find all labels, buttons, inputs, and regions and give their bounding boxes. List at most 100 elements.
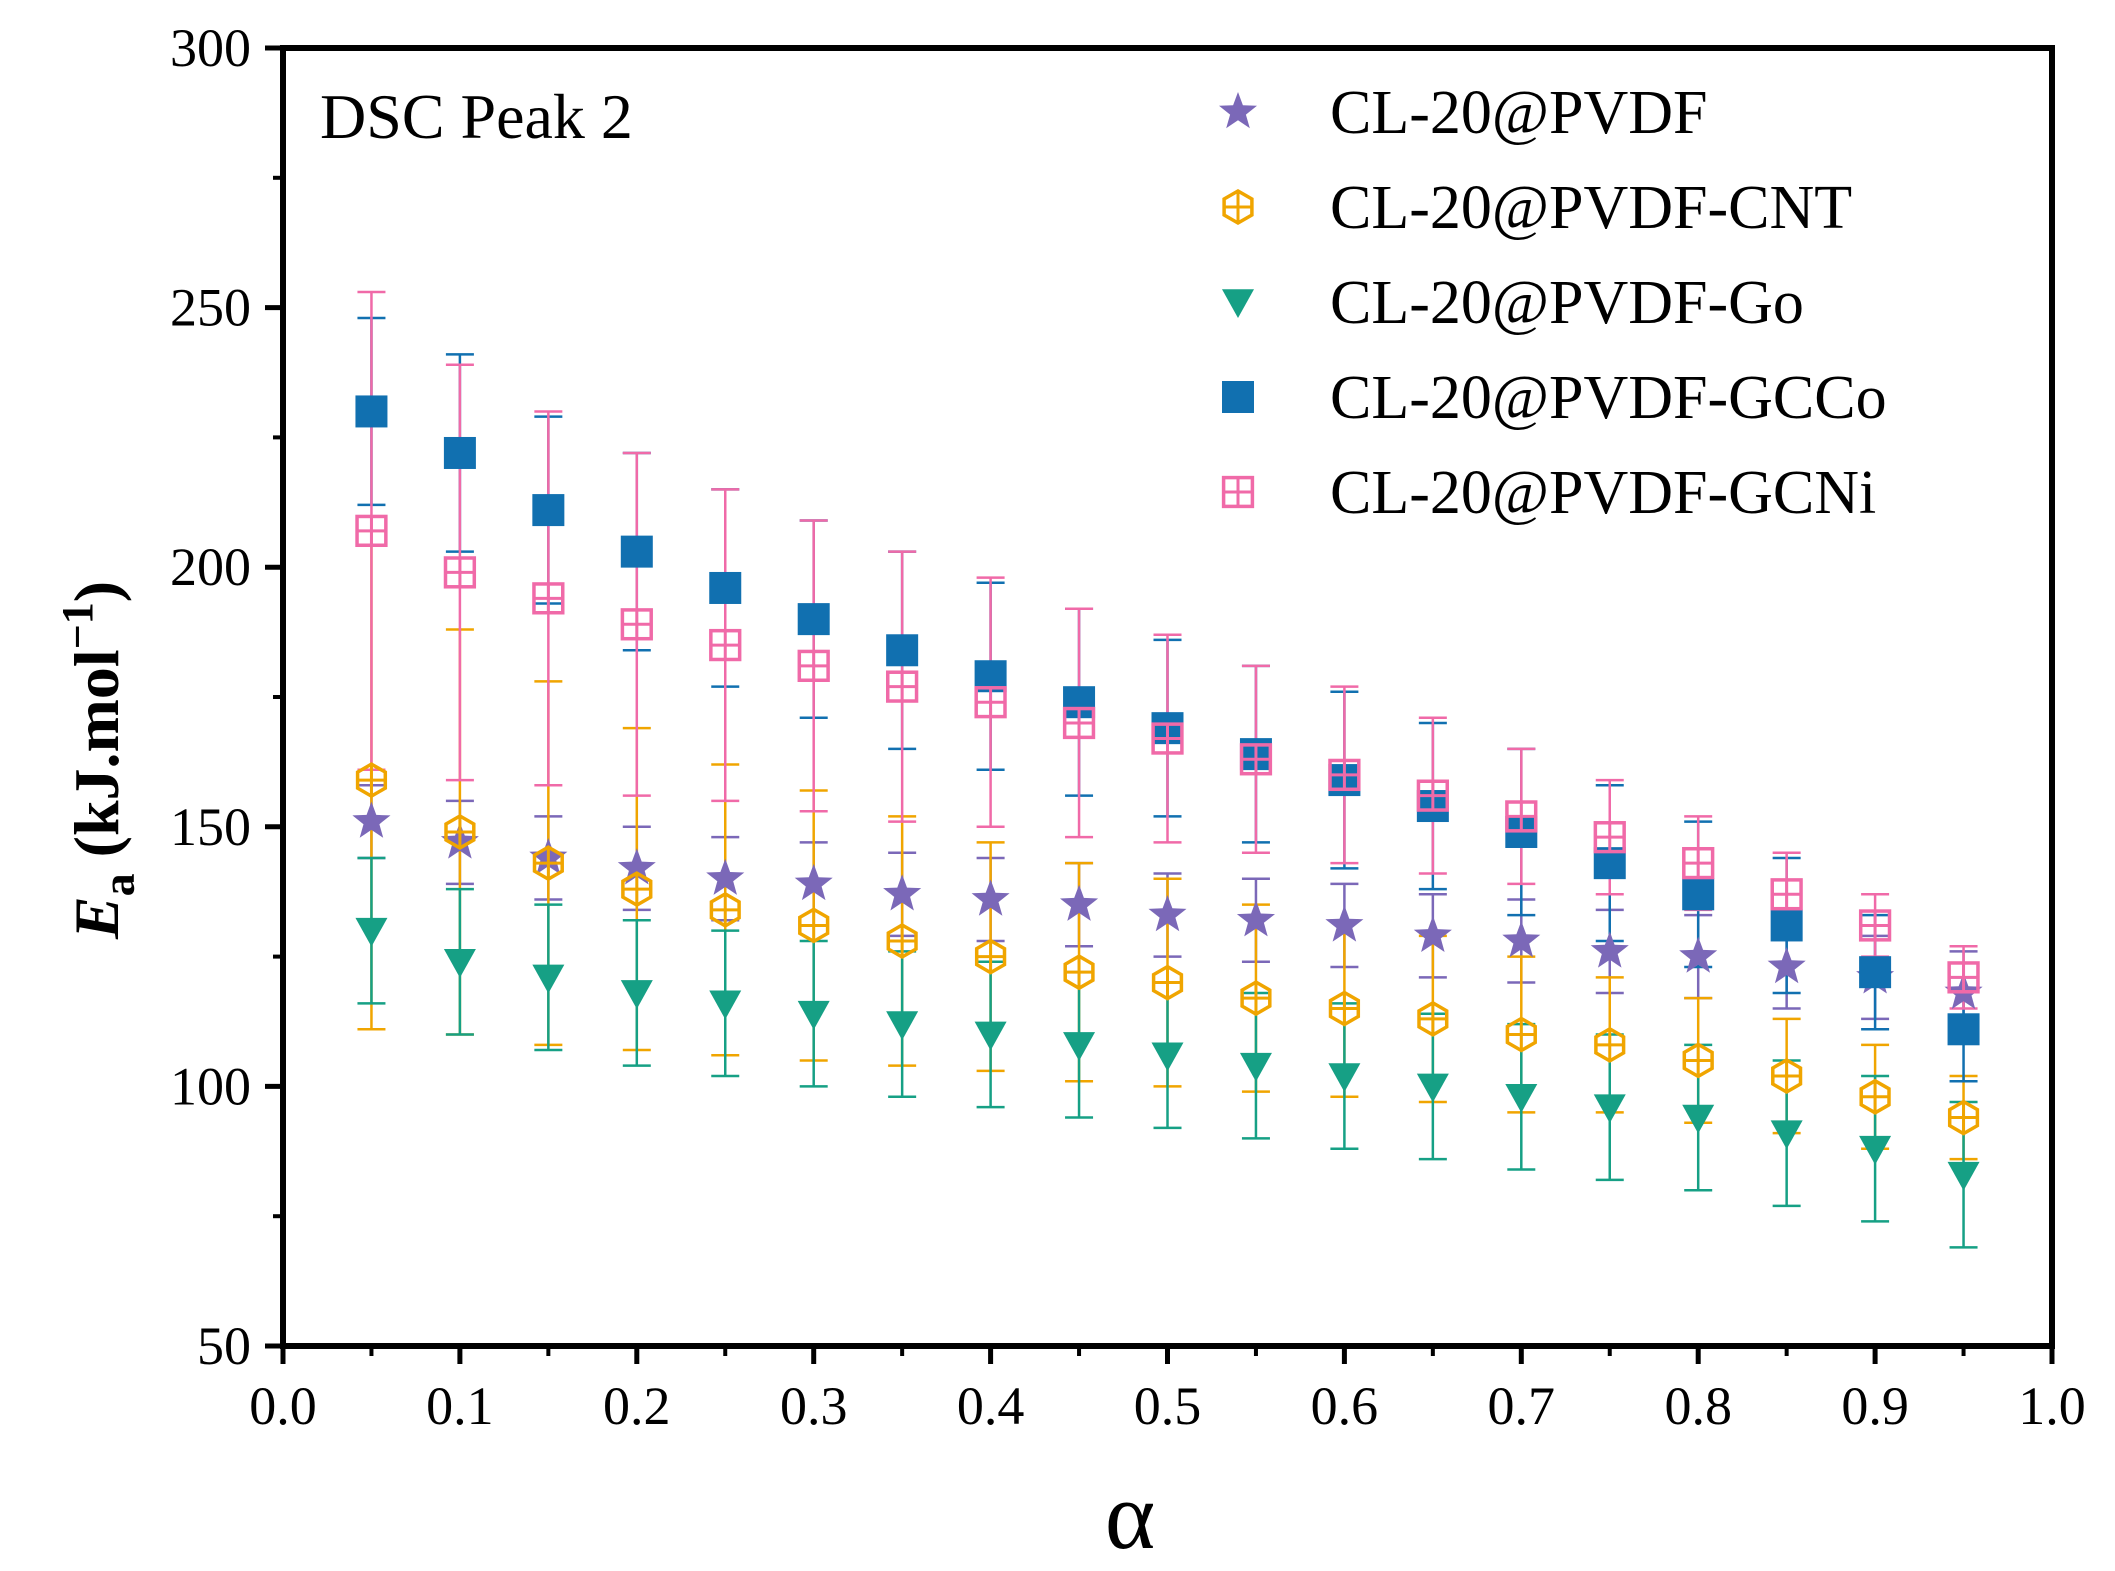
data-point [355, 917, 388, 947]
data-point [1239, 1052, 1272, 1082]
y-axis-label-close: ) [61, 581, 132, 602]
data-point [1947, 1099, 1980, 1136]
data-point [886, 634, 919, 667]
data-point [1505, 800, 1538, 833]
data-point [886, 670, 919, 703]
legend-marker [1222, 381, 1254, 413]
data-point [355, 514, 388, 548]
data-point [1416, 779, 1449, 812]
legend-marker [1221, 475, 1255, 509]
y-axis-label-superscript: −1 [53, 602, 102, 649]
data-point [883, 874, 922, 911]
chart-annotation: DSC Peak 2 [320, 81, 633, 152]
data-point [1593, 821, 1626, 854]
data-point [1328, 990, 1361, 1027]
data-point [1947, 961, 1980, 994]
data-point [443, 436, 476, 469]
data-point [886, 922, 918, 960]
legend-label: CL-20@PVDF [1330, 79, 1707, 147]
svg-text:Ea (kJ.mol−1): Ea (kJ.mol−1) [53, 581, 144, 940]
legend-label: CL-20@PVDF-GCCo [1330, 364, 1887, 432]
y-tick-label: 250 [170, 278, 251, 338]
data-point [1236, 900, 1275, 937]
data-point [1060, 884, 1099, 921]
data-point [1151, 1042, 1184, 1072]
data-point [355, 762, 388, 799]
data-point [1593, 1094, 1626, 1124]
x-axis-label: α [1105, 1462, 1155, 1569]
data-point [1239, 743, 1273, 776]
data-point [1063, 954, 1095, 991]
data-point [1328, 1063, 1361, 1093]
data-point [1682, 846, 1715, 880]
data-point [355, 395, 388, 428]
data-point [709, 891, 741, 928]
data-point [1859, 956, 1892, 989]
data-point [1682, 1104, 1715, 1134]
legend-label: CL-20@PVDF-GCNi [1330, 459, 1876, 527]
data-point [974, 686, 1007, 719]
data-point [1325, 905, 1364, 942]
data-point [798, 907, 830, 944]
data-point [1859, 1078, 1891, 1115]
x-tick-label: 0.3 [780, 1376, 848, 1436]
data-point [620, 608, 653, 641]
y-axis-label-subscript: a [93, 873, 144, 896]
data-point [1063, 1032, 1096, 1061]
axes-layer: 0.0 0.1 0.2 0.3 0.4 0.5 0.6 0.7 0.8 0.9 1.0 50 100 15… [170, 18, 2086, 1436]
y-tick-label: 300 [170, 18, 251, 78]
legend-item: CL-20@PVDF-GCCo [1222, 364, 1887, 432]
markers-layer [352, 395, 1983, 1191]
y-tick-label: 150 [170, 797, 251, 857]
data-point [1151, 964, 1184, 1001]
data-point [620, 535, 653, 568]
data-point [1590, 931, 1629, 968]
legend-label: CL-20@PVDF-CNT [1330, 174, 1852, 242]
data-point [971, 879, 1010, 916]
data-point [794, 863, 833, 901]
y-axis-label-symbol: E [61, 896, 132, 940]
data-point [1682, 878, 1715, 911]
legend-item: CL-20@PVDF-GCNi [1221, 459, 1876, 527]
data-point [1240, 980, 1272, 1017]
data-point [1062, 706, 1096, 740]
data-point [1502, 921, 1541, 958]
data-point [797, 649, 830, 682]
data-point [1151, 722, 1184, 755]
data-point [1682, 1042, 1714, 1079]
data-point [709, 571, 742, 604]
y-axis-label: Ea (kJ.mol−1) [53, 581, 144, 940]
data-point [532, 494, 565, 527]
data-point [1770, 878, 1803, 911]
y-tick-label: 200 [170, 537, 251, 597]
y-tick-label: 100 [170, 1056, 251, 1116]
data-point [709, 990, 742, 1020]
legend-item: CL-20@PVDF [1219, 79, 1707, 147]
x-tick-label: 0.2 [603, 1376, 671, 1436]
data-point [1770, 1120, 1803, 1150]
x-tick-label: 0.6 [1311, 1376, 1379, 1436]
legend-marker [1222, 289, 1254, 318]
data-point [1328, 758, 1361, 792]
data-point [1505, 1016, 1537, 1053]
x-tick-label: 0.0 [249, 1376, 317, 1436]
data-point [621, 871, 653, 908]
legend-label: CL-20@PVDF-Go [1330, 269, 1804, 337]
data-point [1679, 936, 1718, 973]
data-point [443, 948, 476, 978]
y-axis-label-units: (kJ.mol [61, 649, 132, 873]
data-point [886, 1011, 919, 1041]
data-point [617, 848, 656, 885]
data-point [1594, 1026, 1626, 1063]
x-tick-label: 0.9 [1841, 1376, 1909, 1436]
data-point [1148, 895, 1187, 932]
data-point [797, 1000, 830, 1030]
data-point [709, 628, 742, 662]
x-tick-label: 0.7 [1488, 1376, 1556, 1436]
data-point [1417, 1000, 1449, 1037]
legend-marker [1219, 92, 1257, 129]
data-point [532, 964, 565, 994]
legend-item: CL-20@PVDF-CNT [1222, 174, 1852, 242]
data-point [532, 845, 564, 882]
data-point [1416, 1073, 1449, 1103]
